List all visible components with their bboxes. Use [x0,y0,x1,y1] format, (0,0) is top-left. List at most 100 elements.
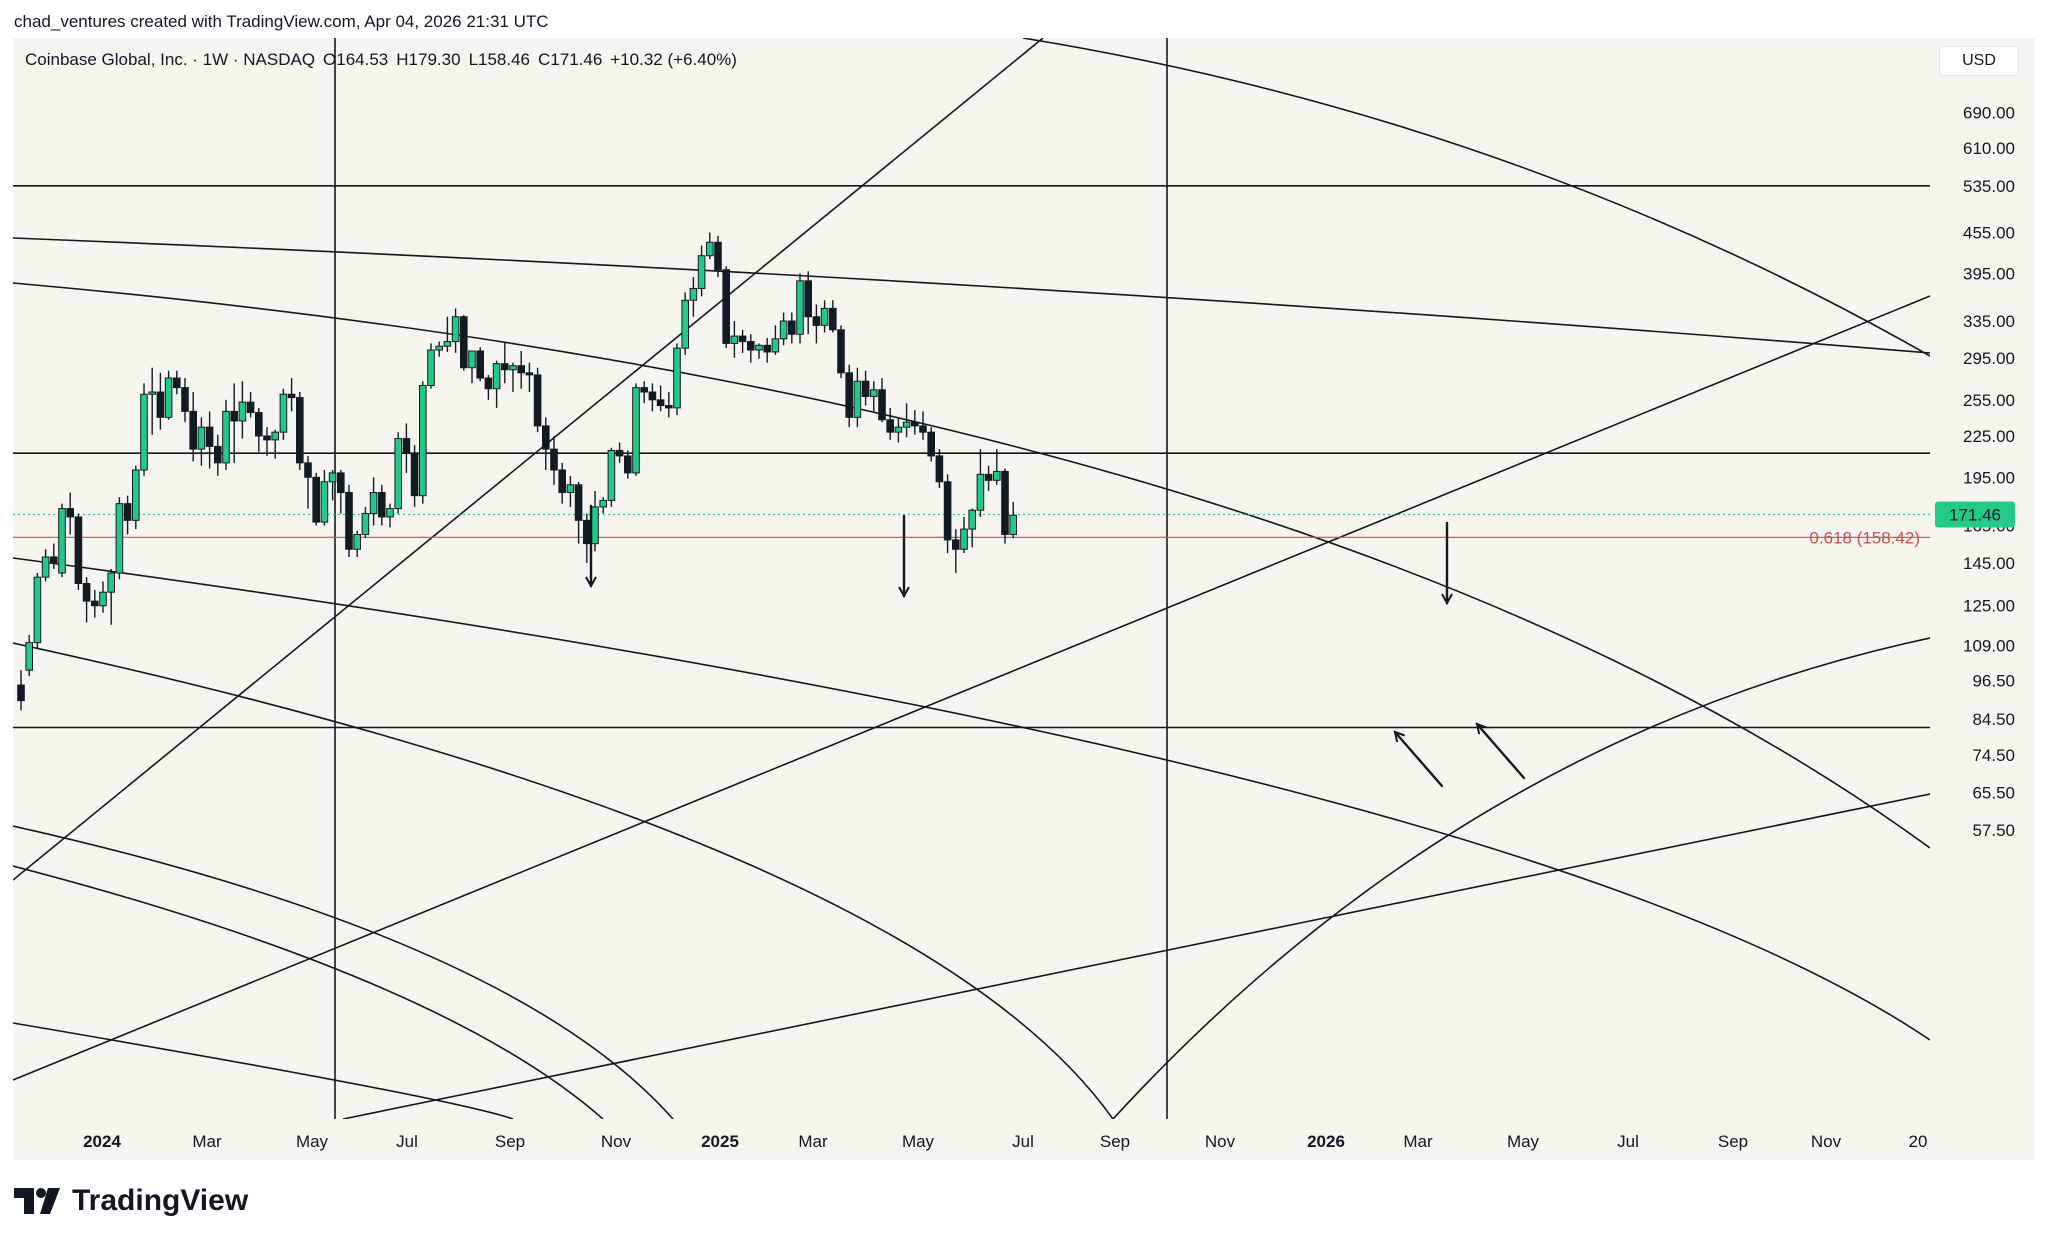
candle[interactable] [1001,468,1009,544]
candle[interactable] [107,568,116,625]
candle[interactable] [812,304,821,344]
candle[interactable] [952,529,960,574]
candle[interactable] [1009,502,1018,539]
drawing-layer[interactable] [13,38,1930,1119]
candle[interactable] [911,410,919,435]
candle[interactable] [115,497,124,580]
candle[interactable] [894,417,903,443]
candle[interactable] [419,381,427,504]
candle[interactable] [173,370,181,395]
candle[interactable] [345,484,353,557]
candle[interactable] [328,470,337,501]
candle[interactable] [681,292,690,355]
candle[interactable] [132,465,140,530]
candle[interactable] [246,392,255,418]
candle[interactable] [50,543,58,569]
candle[interactable] [607,447,616,507]
candle[interactable] [82,577,91,623]
candle[interactable] [755,343,763,359]
candle[interactable] [99,581,107,613]
candle[interactable] [181,378,189,423]
candle[interactable] [656,385,665,412]
candle[interactable] [574,481,583,544]
candle[interactable] [296,392,304,470]
candle[interactable] [960,516,968,554]
candle[interactable] [943,474,952,554]
candle[interactable] [615,442,624,463]
candle[interactable] [41,549,50,582]
candle[interactable] [410,445,419,507]
candle[interactable] [148,367,156,435]
candle[interactable] [738,329,747,353]
time-axis[interactable]: 2024 Mar May Jul Sep Nov 2025 Mar May Jul Sep Nov 20… [83,1132,1927,1151]
candle[interactable] [665,392,673,418]
candle[interactable] [976,449,985,517]
candle[interactable] [271,429,279,459]
candle[interactable] [468,350,476,384]
candle[interactable] [747,334,755,363]
candle[interactable] [763,337,772,363]
candle[interactable] [189,392,197,462]
candle[interactable] [509,362,517,393]
candle[interactable] [640,381,649,404]
candle[interactable] [706,232,714,260]
candle[interactable] [845,364,854,428]
candle[interactable] [886,407,895,440]
candle[interactable] [460,315,468,371]
candle[interactable] [484,374,493,400]
candle[interactable] [697,245,706,297]
annotation-arrows[interactable] [591,504,1526,788]
candle[interactable] [501,341,509,384]
candle[interactable] [566,475,575,507]
candle[interactable] [156,372,165,430]
candle[interactable] [451,308,460,353]
candle[interactable] [33,573,42,648]
candle[interactable] [837,325,845,379]
candle[interactable] [632,383,640,476]
candle[interactable] [689,277,698,317]
candle[interactable] [599,497,608,514]
candle[interactable] [902,403,911,438]
candle[interactable] [984,465,993,491]
chart-area[interactable]: 0.618 (158.42) 810.00690.00610.00535.004… [13,38,2035,1160]
candle[interactable] [993,449,1001,485]
candle[interactable] [476,347,484,382]
candle[interactable] [853,367,862,428]
candle[interactable] [771,325,780,355]
candle[interactable] [74,513,83,591]
candle[interactable] [492,360,501,408]
candle[interactable] [779,312,788,346]
candle[interactable] [25,634,33,677]
candle[interactable] [591,490,599,552]
candle[interactable] [222,399,230,470]
candle[interactable] [435,341,443,357]
candle[interactable] [730,321,739,358]
candle[interactable] [287,378,296,412]
candle[interactable] [337,470,345,514]
candle[interactable] [279,388,288,440]
candle[interactable] [312,472,320,526]
candle[interactable] [369,477,378,526]
candle[interactable] [804,271,813,335]
candle[interactable] [58,503,66,578]
candle[interactable] [205,411,214,469]
candle[interactable] [394,432,402,514]
candle[interactable] [533,367,542,433]
candle[interactable] [214,434,222,476]
candle[interactable] [714,235,722,278]
candle[interactable] [722,266,731,349]
candle[interactable] [386,503,394,528]
candle[interactable] [197,417,206,466]
candle[interactable] [525,362,534,393]
candle[interactable] [870,381,878,412]
candle[interactable] [550,435,558,485]
candle[interactable] [861,370,870,406]
candle[interactable] [517,350,525,389]
candle[interactable] [927,427,936,462]
currency-button[interactable]: USD [1939,46,2019,76]
candle[interactable] [878,378,886,423]
candle[interactable] [542,417,550,470]
candle[interactable] [255,407,263,452]
candle[interactable] [583,513,591,563]
price-axis[interactable]: 810.00690.00610.00535.00455.00395.00335.… [1963,57,2015,840]
